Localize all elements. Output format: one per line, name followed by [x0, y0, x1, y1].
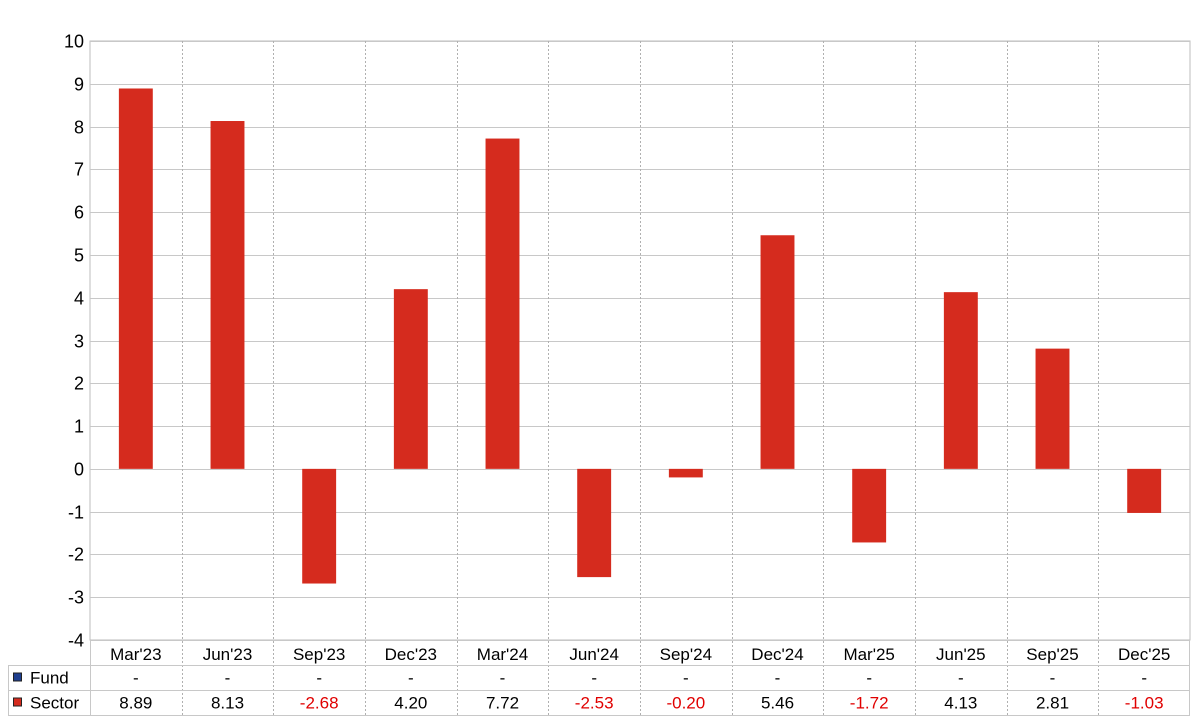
x-tick-label: Mar'24	[477, 645, 528, 664]
data-table: Mar'23 Jun'23 Sep'23 Dec'23 Mar'24 Jun'24 Sep'…	[8, 640, 1190, 716]
bar-mar25	[852, 468, 887, 543]
y-tick-label: 1	[74, 417, 84, 437]
bar-dec23	[393, 289, 428, 469]
table-cell-fund: -	[316, 669, 322, 688]
table-cell-sector: 8.13	[211, 694, 244, 713]
chart-grid	[89, 40, 1191, 715]
y-tick-label: -3	[68, 588, 84, 608]
table-cell-fund: -	[775, 669, 781, 688]
y-tick-label: 3	[74, 332, 84, 352]
bar-jun23	[210, 121, 245, 469]
bar-mar24	[485, 138, 520, 469]
bar-jun24	[577, 468, 612, 578]
y-tick-label: -1	[68, 503, 84, 523]
y-tick-label: 2	[74, 374, 84, 394]
x-tick-label: Jun'25	[936, 645, 986, 664]
x-tick-label: Sep'25	[1026, 645, 1078, 664]
y-tick-label: 6	[74, 203, 84, 223]
y-tick-label: 5	[74, 246, 84, 266]
x-tick-label: Dec'25	[1118, 645, 1170, 664]
bar-dec25	[1127, 468, 1162, 513]
table-cell-sector: -1.72	[850, 694, 889, 713]
x-tick-label: Dec'23	[385, 645, 437, 664]
table-cell-sector: 5.46	[761, 694, 794, 713]
x-tick-label: Jun'24	[569, 645, 619, 664]
y-tick-label: 8	[74, 118, 84, 138]
table-cell-fund: -	[225, 669, 231, 688]
table-cell-fund: -	[958, 669, 964, 688]
x-tick-label: Dec'24	[751, 645, 803, 664]
x-tick-label: Sep'23	[293, 645, 345, 664]
x-tick-label: Mar'23	[110, 645, 161, 664]
bar-sep25	[1035, 348, 1070, 469]
table-cell-sector: 8.89	[119, 694, 152, 713]
legend-swatch-fund	[13, 672, 22, 682]
x-tick-label: Sep'24	[660, 645, 712, 664]
legend-label-sector: Sector	[30, 694, 79, 713]
y-tick-label: 0	[74, 460, 84, 480]
y-tick-label: -2	[68, 545, 84, 565]
table-cell-fund: -	[408, 669, 414, 688]
table-cell-sector: 7.72	[486, 694, 519, 713]
table-cell-sector: 4.20	[394, 694, 427, 713]
table-cell-fund: -	[133, 669, 139, 688]
y-tick-label: 10	[64, 32, 84, 52]
legend-swatch-sector	[13, 697, 22, 707]
bar-series-sector	[118, 88, 1162, 584]
table-cell-sector: -2.68	[300, 694, 339, 713]
table-cell-sector: -2.53	[575, 694, 614, 713]
table-cell-fund: -	[1141, 669, 1147, 688]
bar-jun25	[943, 292, 978, 469]
table-cell-fund: -	[500, 669, 506, 688]
y-tick-label: 7	[74, 160, 84, 180]
table-cell-fund: -	[1050, 669, 1056, 688]
y-tick-label: 4	[74, 289, 84, 309]
table-cell-sector: 4.13	[944, 694, 977, 713]
legend-label-fund: Fund	[30, 669, 69, 688]
x-tick-label: Jun'23	[203, 645, 253, 664]
y-tick-label: 9	[74, 75, 84, 95]
y-tick-label: -4	[68, 631, 84, 651]
bar-dec24	[760, 235, 795, 469]
table-cell-fund: -	[866, 669, 872, 688]
table-cell-sector: -1.03	[1125, 694, 1164, 713]
x-tick-label: Mar'25	[843, 645, 894, 664]
bar-sep24	[668, 468, 703, 478]
bar-sep23	[302, 468, 337, 584]
table-cell-fund: -	[683, 669, 689, 688]
table-cell-fund: -	[591, 669, 597, 688]
table-cell-sector: -0.20	[666, 694, 705, 713]
table-cell-sector: 2.81	[1036, 694, 1069, 713]
bar-mar23	[118, 88, 153, 469]
